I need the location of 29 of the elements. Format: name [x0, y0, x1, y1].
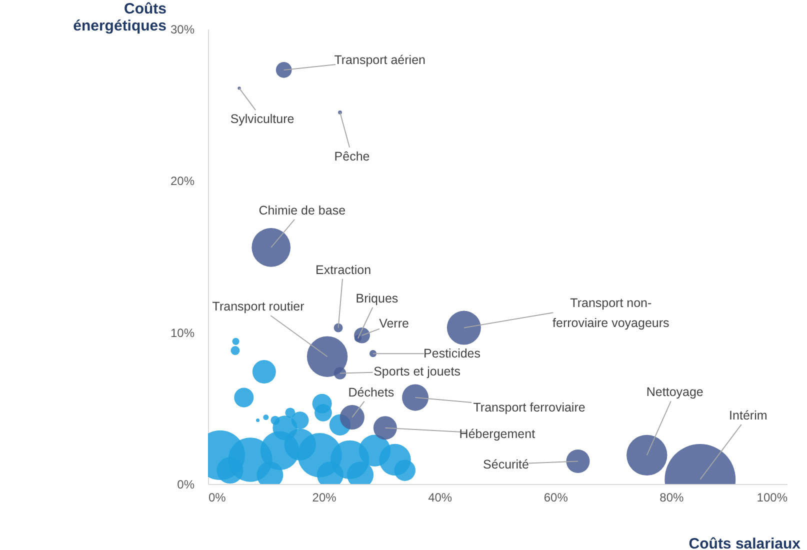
annotation: Nettoyage	[646, 385, 704, 400]
y-tick-label: 20%	[170, 174, 195, 188]
annotation: Chimie de base	[258, 203, 346, 218]
annotation: Pesticides	[424, 346, 481, 361]
x-tick-label: 80%	[660, 490, 684, 504]
y-tick-label: 30%	[170, 22, 195, 36]
y-axis-title: Coûts énergétiques	[73, 0, 166, 34]
x-tick-label: 20%	[312, 490, 337, 504]
x-tick-label: 40%	[428, 490, 452, 504]
y-tick-label: 0%	[177, 478, 195, 492]
x-axis-title: Coûts salariaux	[688, 536, 802, 550]
annotation: Sécurité	[483, 457, 529, 472]
annotation: Hébergement	[459, 426, 536, 441]
x-tick-label: 100%	[756, 490, 788, 504]
annotation: Intérim	[729, 408, 768, 422]
annotation: Sports et jouets	[374, 364, 460, 378]
annotation: Transport non- ferroviaire voyageurs	[552, 296, 670, 330]
annotation: Pêche	[334, 149, 370, 164]
x-tick-label: 60%	[544, 490, 568, 504]
annotation: Verre	[379, 316, 409, 330]
annotation: Extraction	[315, 262, 372, 277]
annotation: Transport aérien	[334, 52, 426, 67]
annotation: Sylviculture	[230, 112, 294, 126]
x-tick-label: 0%	[208, 490, 226, 504]
annotation: Briques	[356, 291, 398, 306]
y-tick-label: 10%	[170, 326, 195, 340]
annotation: Déchets	[348, 385, 394, 400]
annotation: Transport ferroviaire	[473, 400, 586, 415]
annotation: Transport routier	[212, 300, 304, 314]
